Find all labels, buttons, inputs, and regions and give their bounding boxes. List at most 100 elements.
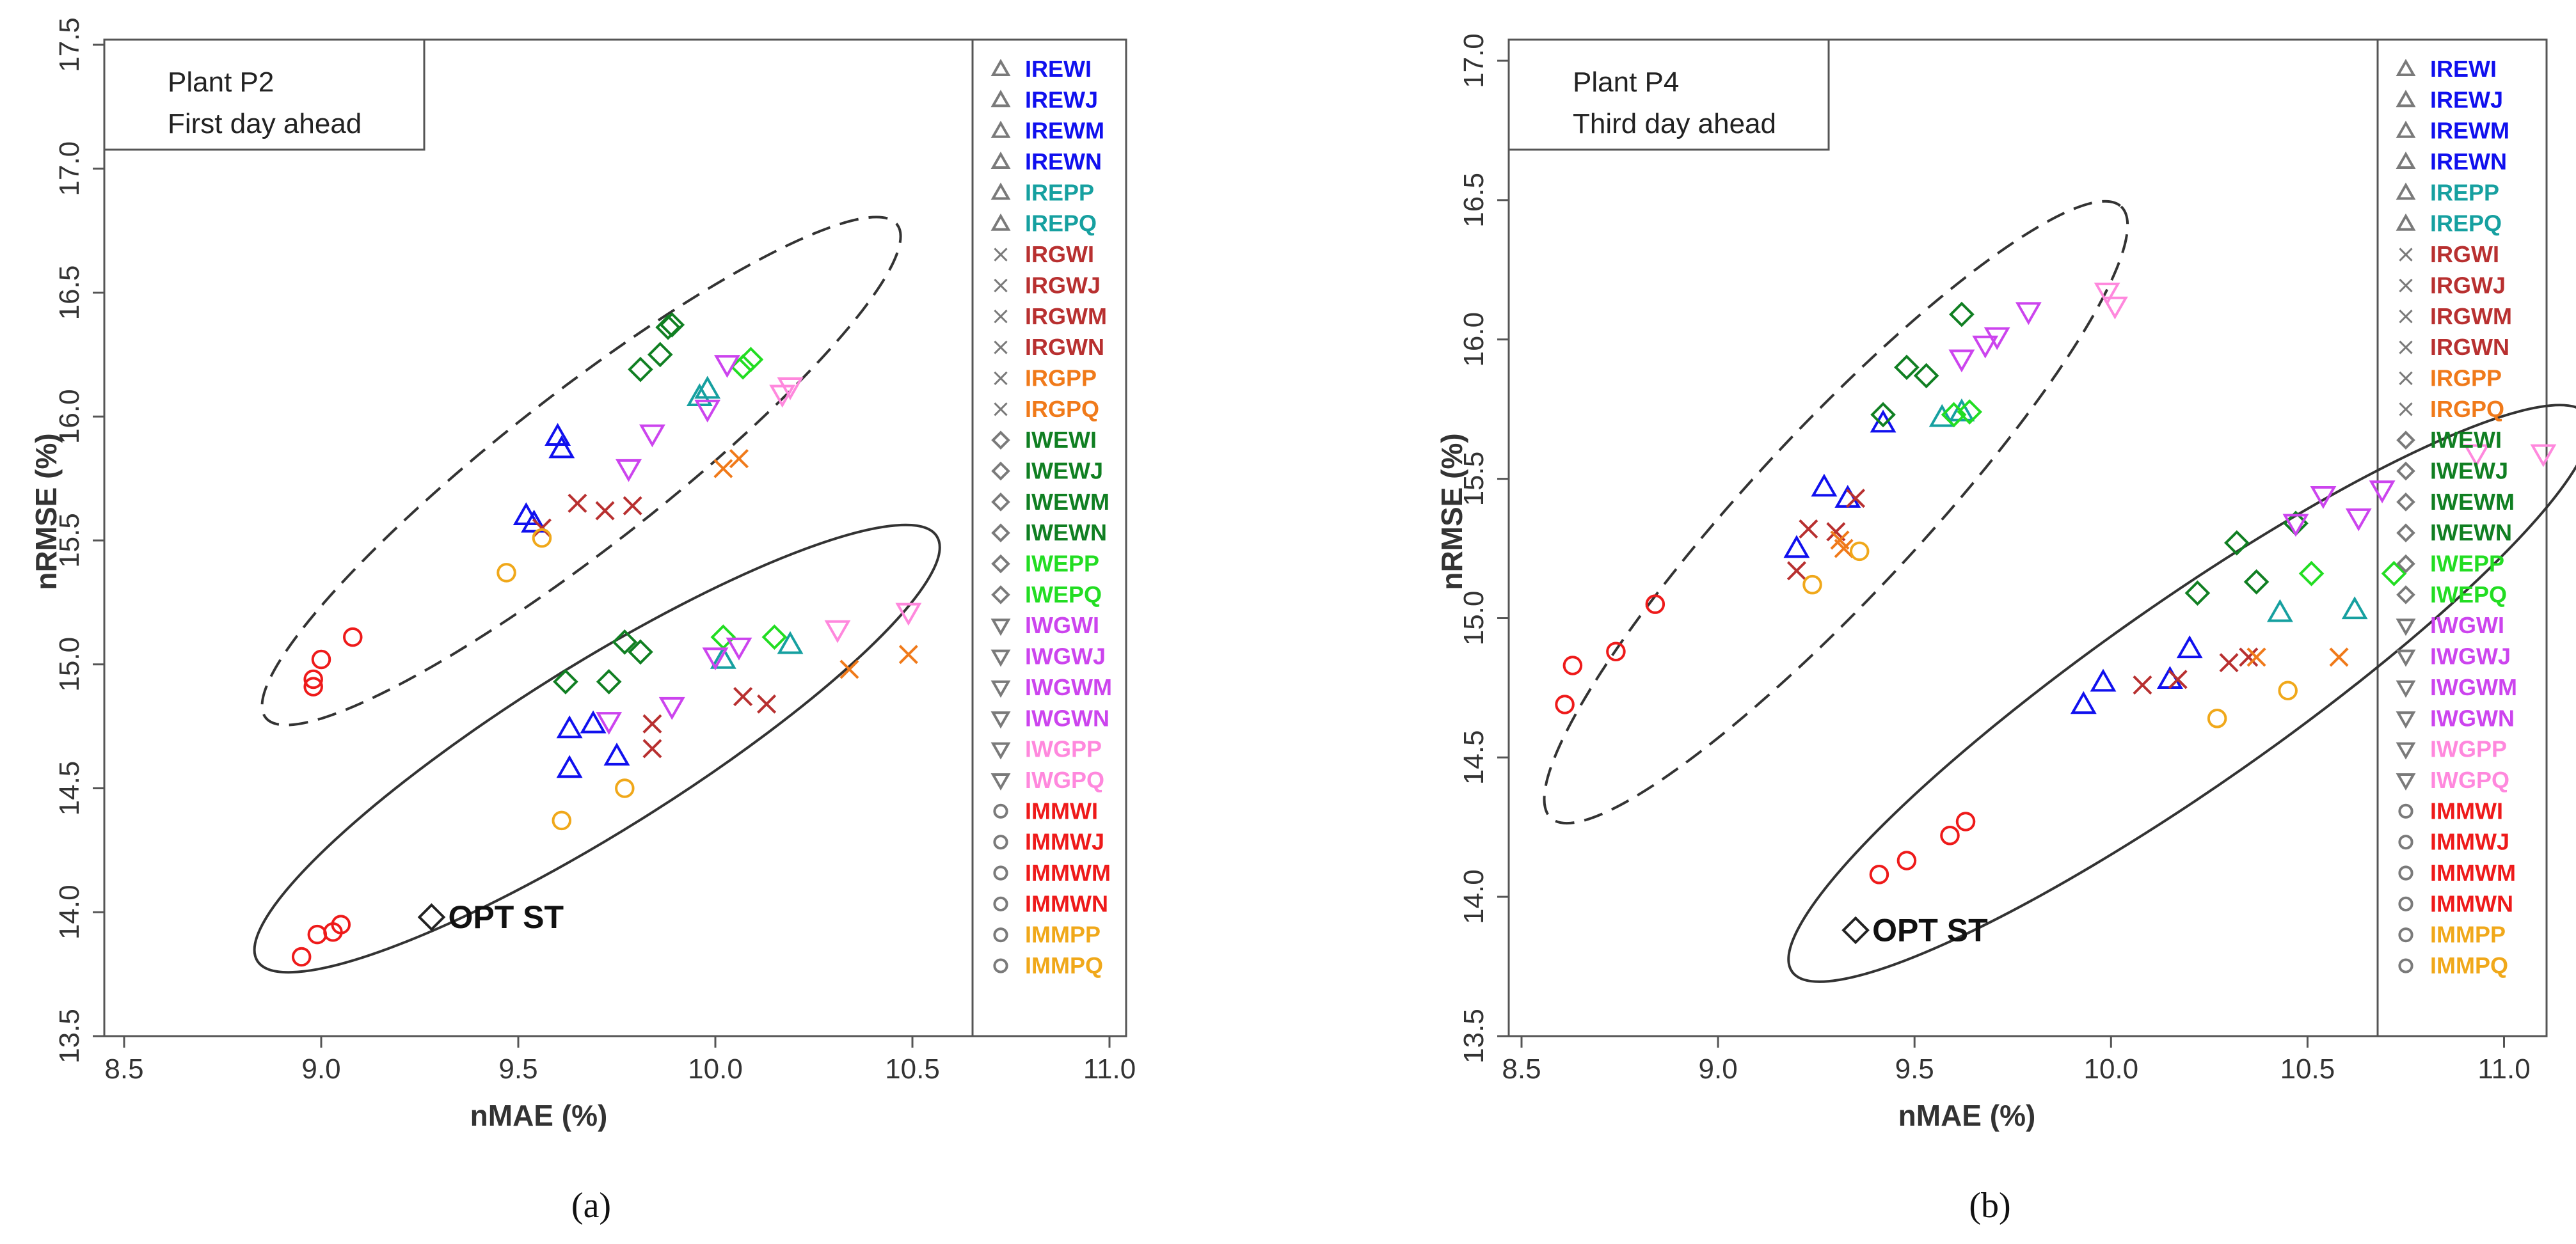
annotation-box-b: [1507, 38, 1830, 151]
legend-label: IWGWN: [1025, 705, 1109, 731]
data-point-cross: [595, 501, 615, 521]
legend-label: IWEWJ: [2430, 458, 2508, 484]
annotation-plant-a: Plant P2: [168, 67, 274, 98]
data-point-diamond: [761, 624, 788, 650]
data-point-circle: [615, 778, 635, 798]
data-point-circle: [1562, 656, 1583, 675]
data-point-cross: [2168, 670, 2188, 689]
y-tick-label: 16.5: [54, 265, 85, 320]
data-point-circle: [1896, 851, 1917, 870]
y-tick-label: 14.0: [1458, 869, 1490, 924]
data-point-cross: [713, 459, 733, 478]
legend-label: IWGPQ: [2430, 767, 2509, 793]
data-point-invtriangle: [2369, 480, 2396, 504]
legend-cross-icon: [2399, 310, 2413, 324]
y-tick-label: 17.0: [54, 141, 85, 196]
legend-diamond-icon: [991, 461, 1010, 481]
data-point-diamond: [2298, 560, 2325, 587]
legend-label: IREWM: [2430, 118, 2509, 144]
y-tick-label: 16.0: [1458, 312, 1490, 367]
data-point-cross: [733, 687, 753, 707]
legend-circle-icon: [2398, 835, 2413, 850]
data-point-circle: [291, 947, 312, 967]
data-point-circle: [1645, 594, 1666, 614]
data-point-invtriangle: [777, 377, 804, 400]
data-point-cross: [898, 645, 918, 665]
dashed-ellipse: [260, 216, 902, 727]
legend-label: IMMWN: [2430, 890, 2513, 917]
legend-invtriangle-icon: [990, 680, 1011, 698]
data-point-cross: [2133, 675, 2152, 695]
data-point-triangle: [521, 509, 548, 533]
data-point-cross: [532, 518, 552, 538]
legend-circle-icon: [993, 927, 1008, 943]
legend-diamond-icon: [2396, 492, 2415, 512]
y-tick-label: 17.0: [1458, 33, 1490, 88]
y-tick-label: 14.5: [54, 761, 85, 816]
x-tick-label: 9.5: [498, 1053, 537, 1085]
opt-st-label: OPT ST: [448, 899, 564, 935]
data-point-triangle: [1870, 409, 1896, 433]
data-point-cross: [2329, 647, 2349, 667]
legend-diamond-icon: [991, 523, 1010, 543]
data-point-triangle: [1948, 398, 1975, 421]
data-point-invtriangle: [1984, 327, 2010, 350]
annotation-box-a: [103, 38, 425, 151]
opt-st-marker: [1841, 916, 1870, 945]
opt-st-marker: [417, 903, 446, 931]
y-tick-label: 15.0: [54, 637, 85, 692]
data-point-triangle: [580, 710, 607, 734]
panel-a: 8.5 9.0 9.5 10.0 10.5 11.0 13.5 14.0 14.5 15.0 15.…: [29, 17, 1136, 1225]
legend-cross-icon: [994, 402, 1008, 416]
legend-label: IWEPP: [2430, 551, 2504, 577]
y-tick-label: 14.5: [1458, 730, 1490, 785]
legend-label: IWGWM: [1025, 674, 1112, 700]
data-point-cross: [642, 739, 662, 759]
x-tick-label: 8.5: [104, 1053, 143, 1085]
legend-cross-icon: [994, 340, 1008, 354]
data-point-diamond: [2243, 569, 2270, 595]
legend-circle-icon: [2398, 865, 2413, 881]
x-tick-label: 10.0: [688, 1053, 743, 1085]
y-tick-label: 15.0: [1458, 591, 1490, 646]
x-tick-label: 10.5: [885, 1053, 940, 1085]
legend-label: IRGWI: [1025, 241, 1094, 267]
legend-diamond-icon: [2396, 461, 2415, 481]
data-point-circle: [1955, 812, 1976, 831]
data-point-circle: [2207, 709, 2227, 728]
y-tick-label: 13.5: [54, 1009, 85, 1064]
x-axis-label-a: nMAE (%): [470, 1099, 608, 1132]
data-point-invtriangle: [2345, 508, 2372, 531]
legend-diamond-icon: [2396, 554, 2415, 574]
legend-label: IWGWJ: [1025, 643, 1106, 670]
x-axis-label-b: nMAE (%): [1898, 1099, 2036, 1132]
legend-label: IREWN: [1025, 148, 1102, 175]
data-point-diamond: [647, 342, 673, 368]
data-point-diamond: [553, 669, 578, 695]
legend-label: IRGPQ: [2430, 396, 2504, 422]
legend-label: IRGWJ: [2430, 272, 2506, 298]
legend-triangle-icon: [2396, 152, 2416, 169]
legend-label: IWEWI: [2430, 427, 2502, 453]
y-tick-label: 15.5: [1458, 452, 1490, 507]
legend-label: IWGPP: [1025, 736, 1102, 762]
data-point-invtriangle: [639, 424, 665, 448]
legend-cross-icon: [2399, 248, 2413, 262]
legend-cross-icon: [994, 278, 1008, 293]
legend-cross-icon: [994, 371, 1008, 386]
data-point-cross: [757, 694, 777, 714]
data-point-invtriangle: [694, 399, 721, 423]
legend-invtriangle-icon: [2396, 680, 2416, 698]
legend-label: IREWM: [1025, 118, 1104, 144]
data-point-invtriangle: [2310, 485, 2337, 509]
legend-invtriangle-icon: [990, 618, 1011, 636]
legend-triangle-icon: [2396, 182, 2416, 200]
legend-diamond-icon: [2396, 585, 2415, 604]
data-point-cross: [1846, 489, 1866, 508]
data-point-invtriangle: [2463, 444, 2490, 468]
data-point-diamond: [1894, 354, 1920, 381]
legend-circle-icon: [993, 896, 1008, 911]
legend-label: IWGWJ: [2430, 643, 2511, 670]
legend-diamond-icon: [991, 492, 1010, 512]
data-point-invtriangle: [895, 602, 922, 626]
